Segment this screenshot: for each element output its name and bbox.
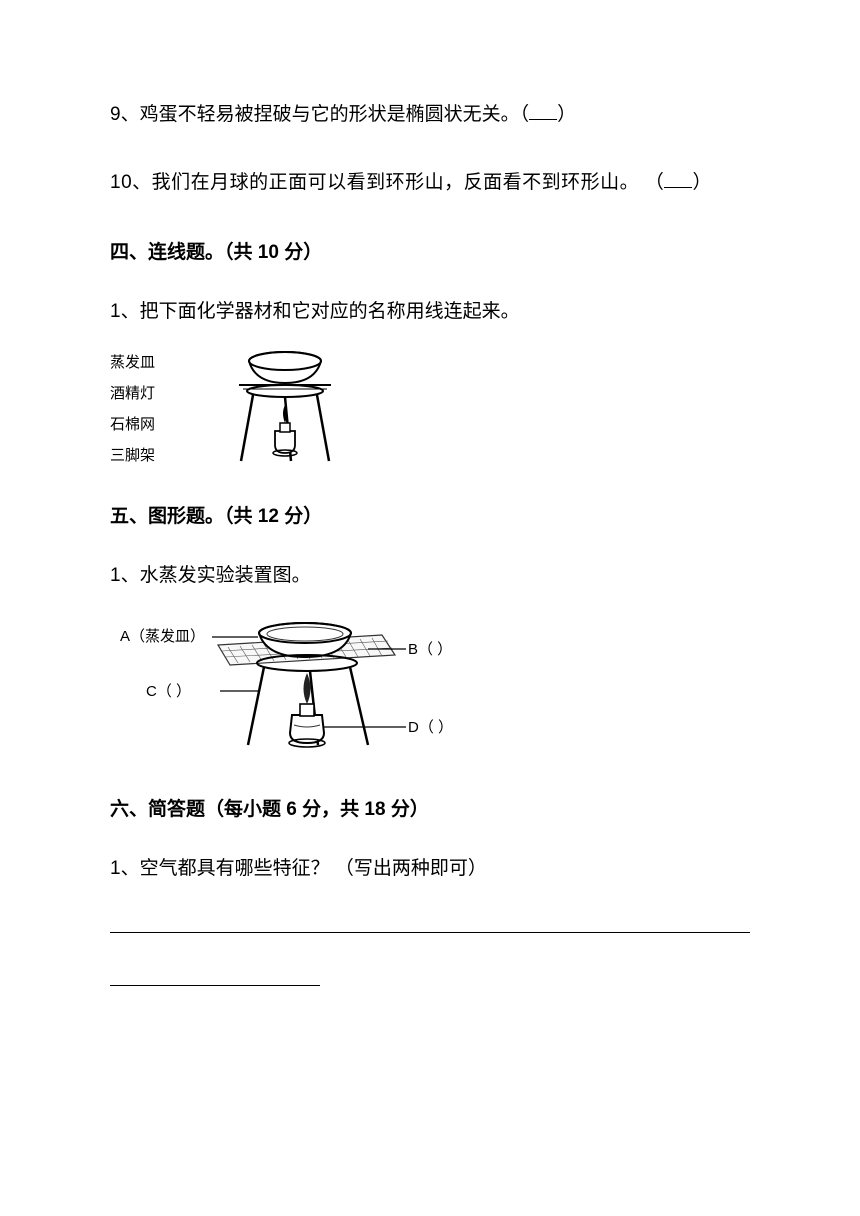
- section-5-header: 五、图形题。（共 12 分）: [110, 501, 750, 528]
- label-evaporating-dish: 蒸发皿: [110, 351, 155, 372]
- question-9: 9、鸡蛋不轻易被捏破与它的形状是椭圆状无关。（ ）: [110, 100, 750, 130]
- answer-line-1[interactable]: [110, 932, 750, 933]
- section4-q1-text: 1、把下面化学器材和它对应的名称用线连起来。: [110, 296, 750, 323]
- label-tripod: 三脚架: [110, 444, 155, 465]
- section6-q1-text: 1、空气都具有哪些特征？ （写出两种即可）: [110, 853, 750, 880]
- q10-number: 10、: [110, 172, 152, 193]
- question-10: 10、我们在月球的正面可以看到环形山，反面看不到环形山。 （ ）: [110, 168, 750, 198]
- evaporation-diagram-container: A（蒸发皿） B（ ） C（ ） D（ ）: [110, 607, 750, 762]
- q10-blank[interactable]: [664, 187, 692, 188]
- q9-paren-open: （: [520, 104, 530, 125]
- answer-line-2[interactable]: [110, 985, 320, 986]
- q10-paren-close: ）: [692, 172, 712, 193]
- label-alcohol-lamp: 酒精灯: [110, 382, 155, 403]
- apparatus-diagram-small: [215, 343, 355, 473]
- q9-number: 9、: [110, 104, 140, 125]
- q10-paren-open: （: [639, 172, 664, 193]
- diagram-label-b: B（ ）: [408, 641, 452, 658]
- q9-paren-close: ）: [557, 104, 576, 125]
- q9-blank[interactable]: [529, 119, 557, 120]
- diagram-label-c: C（ ）: [146, 683, 191, 700]
- section5-q1-text: 1、水蒸发实验装置图。: [110, 560, 750, 587]
- section-6-header: 六、简答题（每小题 6 分，共 18 分）: [110, 794, 750, 821]
- section-4-header: 四、连线题。（共 10 分）: [110, 237, 750, 264]
- diagram-label-d: D（ ）: [408, 719, 453, 736]
- q10-text: 我们在月球的正面可以看到环形山，反面看不到环形山。: [152, 172, 640, 193]
- label-asbestos-net: 石棉网: [110, 413, 155, 434]
- equipment-labels: 蒸发皿 酒精灯 石棉网 三脚架: [110, 351, 155, 465]
- q9-text: 鸡蛋不轻易被捏破与它的形状是椭圆状无关。: [140, 104, 520, 125]
- matching-exercise: 蒸发皿 酒精灯 石棉网 三脚架: [110, 343, 750, 473]
- diagram-label-a: A（蒸发皿）: [120, 628, 205, 645]
- evaporation-apparatus-diagram: A（蒸发皿） B（ ） C（ ） D（ ）: [110, 607, 500, 757]
